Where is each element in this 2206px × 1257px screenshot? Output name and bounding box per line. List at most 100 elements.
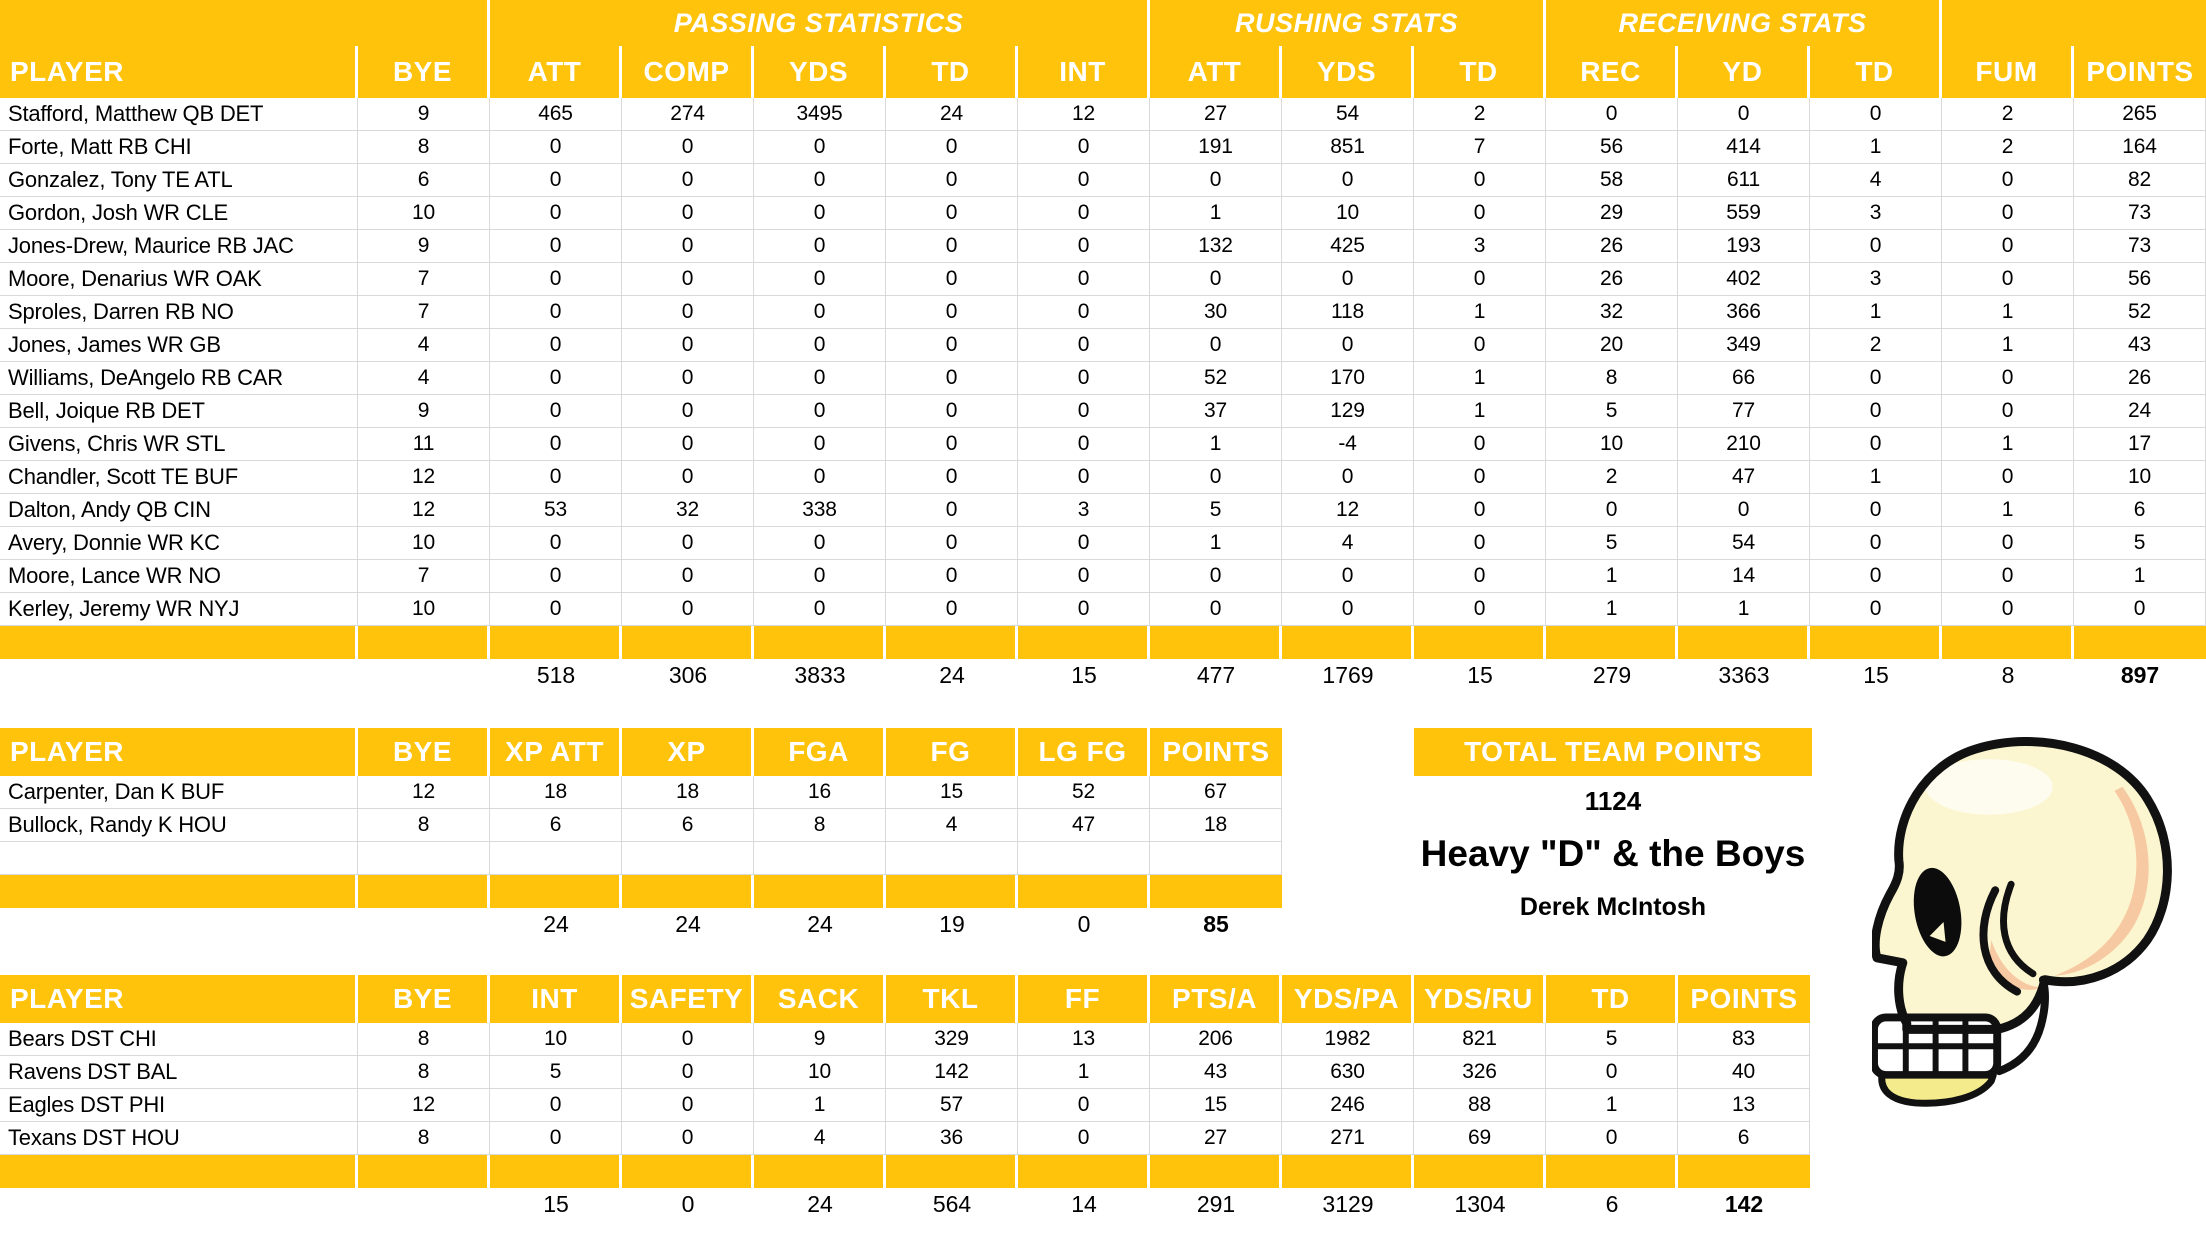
col-header-tkl-label: TKL — [922, 983, 979, 1014]
stat-cell: 10 — [358, 197, 490, 230]
stat-cell: 0 — [1810, 494, 1942, 527]
stat-cell-label: 0 — [549, 267, 562, 290]
separator-cell — [1282, 1155, 1414, 1188]
stat-cell-label: 414 — [1726, 135, 1761, 158]
stat-cell-label: 0 — [945, 399, 958, 422]
stat-cell: 6 — [622, 809, 754, 842]
total-cell-label: 279 — [1592, 662, 1632, 688]
col-header-bye: BYE — [358, 728, 490, 776]
stat-cell: 0 — [1150, 263, 1282, 296]
stat-cell-label: 77 — [1732, 399, 1755, 422]
stat-cell: 56 — [1546, 131, 1678, 164]
col-header-yds-pa: YDS/PA — [1282, 975, 1414, 1023]
stat-cell-label: 0 — [813, 234, 826, 257]
separator-cell — [1018, 875, 1150, 908]
stat-cell-label: 630 — [1330, 1060, 1365, 1083]
stat-cell: 6 — [358, 164, 490, 197]
col-header-player: PLAYER — [0, 728, 358, 776]
stat-cell: 0 — [622, 1056, 754, 1089]
total-cell: 15 — [1810, 659, 1942, 692]
separator-cell — [2074, 626, 2206, 659]
stat-cell: 4 — [358, 362, 490, 395]
player-name-cell-label: Moore, Lance WR NO — [8, 563, 221, 588]
stat-cell-label: 0 — [1341, 267, 1354, 290]
stat-cell: 8 — [358, 1122, 490, 1155]
stat-cell: 338 — [754, 494, 886, 527]
stat-cell-label: 6 — [549, 813, 562, 836]
stat-cell-label: 0 — [681, 465, 694, 488]
stat-cell: 0 — [1414, 593, 1546, 626]
stat-cell-label: 0 — [1077, 267, 1090, 290]
data-row: Sproles, Darren RB NO 7 0 0 0 0 0 30 118 1 32 366 1 1… — [0, 296, 2206, 329]
stat-cell-label: 0 — [1209, 267, 1222, 290]
stat-cell-label: 0 — [681, 399, 694, 422]
stat-cell: 0 — [1018, 263, 1150, 296]
stat-cell: 1 — [1942, 494, 2074, 527]
stat-cell-label: 0 — [1473, 564, 1486, 587]
total-cell: 0 — [1018, 908, 1150, 941]
col-header-td-label: TD — [1855, 56, 1894, 87]
stat-cell: 1982 — [1282, 1023, 1414, 1056]
stat-cell-label: 12 — [412, 465, 435, 488]
col-header-fga-label: FGA — [788, 736, 849, 767]
stat-cell-label: 73 — [2128, 234, 2151, 257]
stat-cell-label: 12 — [412, 780, 435, 803]
stat-cell-label: 40 — [1732, 1060, 1755, 1083]
player-name-cell: Ravens DST BAL — [0, 1056, 358, 1089]
stat-cell: 88 — [1414, 1089, 1546, 1122]
stat-cell: 5 — [2074, 527, 2206, 560]
col-header-td: TD — [886, 46, 1018, 98]
stat-cell-label: 0 — [2001, 234, 2014, 257]
col-header-yds-label: YDS — [788, 56, 849, 87]
player-name-cell-label: Williams, DeAngelo RB CAR — [8, 365, 283, 390]
total-cell: 279 — [1546, 659, 1678, 692]
stat-cell-label: 53 — [544, 498, 567, 521]
stat-cell-label: 0 — [1473, 267, 1486, 290]
stat-cell-label: 12 — [412, 1093, 435, 1116]
stat-cell: 54 — [1678, 527, 1810, 560]
stat-cell: 17 — [2074, 428, 2206, 461]
stat-cell-label: 0 — [1077, 597, 1090, 620]
stat-cell: 10 — [1546, 428, 1678, 461]
total-cell-label: 306 — [668, 662, 708, 688]
stat-cell-label: 18 — [1204, 813, 1227, 836]
player-name-cell: Dalton, Andy QB CIN — [0, 494, 358, 527]
stat-cell-label: 47 — [1732, 465, 1755, 488]
stat-cell: 0 — [886, 230, 1018, 263]
col-header-td-label: TD — [1459, 56, 1498, 87]
data-row: Bell, Joique RB DET 9 0 0 0 0 0 37 129 1 5 77 0 0 24 — [0, 395, 2206, 428]
total-cell: 15 — [490, 1188, 622, 1221]
stat-cell-label: 0 — [945, 531, 958, 554]
stat-cell: 129 — [1282, 395, 1414, 428]
stat-cell-label: 2 — [1473, 102, 1486, 125]
stat-cell: 0 — [1018, 527, 1150, 560]
stat-cell: 58 — [1546, 164, 1678, 197]
stat-cell: 0 — [1018, 164, 1150, 197]
stat-cell: 3 — [1810, 263, 1942, 296]
group-header-passing-statistics: PASSING STATISTICS — [490, 0, 1150, 46]
total-cell-label: 15 — [1071, 662, 1097, 688]
stat-cell-label: 2 — [2001, 102, 2014, 125]
stat-cell-label: 0 — [681, 168, 694, 191]
totals-row: 24 24 24 19 0 85 — [0, 908, 1282, 941]
stat-cell: 8 — [754, 809, 886, 842]
stat-cell: 0 — [1678, 98, 1810, 131]
stat-cell: 0 — [1810, 98, 1942, 131]
total-cell-label: 0 — [1077, 911, 1091, 937]
stat-cell-label: 0 — [1209, 564, 1222, 587]
stat-cell: 0 — [490, 197, 622, 230]
stat-cell-label: 10 — [1336, 201, 1359, 224]
stat-cell-label: 10 — [1600, 432, 1623, 455]
stat-cell-label: 4 — [417, 366, 430, 389]
stat-cell: 210 — [1678, 428, 1810, 461]
skull-shading — [2054, 786, 2149, 976]
player-name-cell: Givens, Chris WR STL — [0, 428, 358, 461]
player-name-cell: Bears DST CHI — [0, 1023, 358, 1056]
data-row: Jones, James WR GB 4 0 0 0 0 0 0 0 0 20 349 2 1 43 — [0, 329, 2206, 362]
total-cell — [358, 908, 490, 941]
stat-cell-label: 559 — [1726, 201, 1761, 224]
stat-cell-label: 30 — [1204, 300, 1227, 323]
stat-cell — [622, 842, 754, 875]
separator-cell — [1414, 626, 1546, 659]
skull-highlight — [1925, 759, 2053, 815]
